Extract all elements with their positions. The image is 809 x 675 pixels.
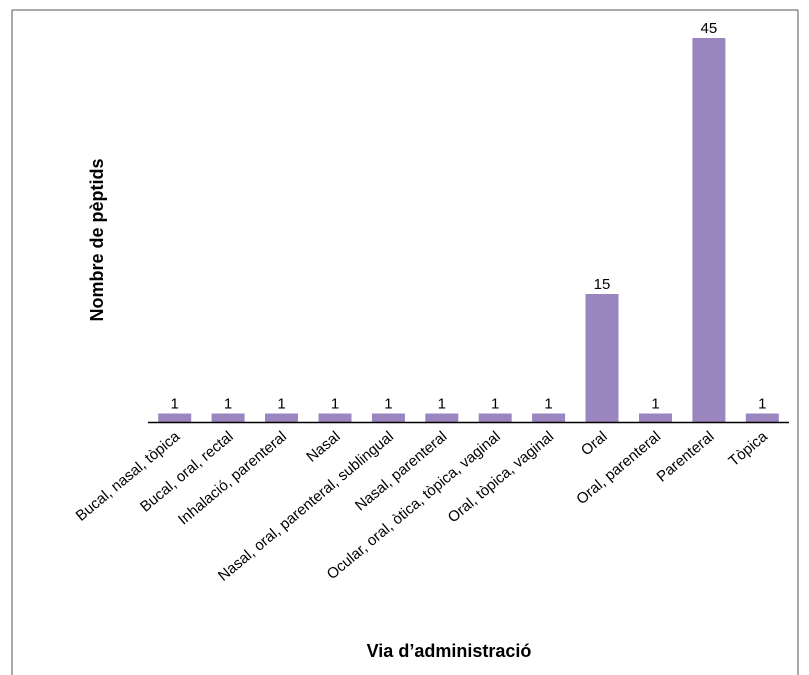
bar <box>639 413 672 422</box>
data-label: 1 <box>758 396 766 413</box>
data-label: 1 <box>651 396 659 413</box>
bar <box>211 413 245 422</box>
bar <box>532 413 566 422</box>
x-axis-title: Via d’administració <box>367 641 532 661</box>
data-label: 1 <box>491 396 499 413</box>
x-tick-label: Oral <box>578 428 611 459</box>
x-tick-label: Nasal, parenteral <box>352 428 450 514</box>
data-label: 1 <box>277 396 285 413</box>
data-label: 1 <box>224 396 232 413</box>
bar <box>318 413 352 422</box>
x-tick-label: Bucal, oral, rectal <box>137 428 237 516</box>
bar <box>745 413 779 422</box>
x-tick-label: Tòpica <box>725 428 771 470</box>
data-label: 1 <box>544 396 552 413</box>
x-tick-label: Nasal <box>303 428 343 466</box>
data-label: 1 <box>438 396 446 413</box>
bar <box>585 294 619 422</box>
data-label: 15 <box>594 276 611 293</box>
x-tick-label: Parenteral <box>654 428 718 486</box>
y-axis-title: Nombre de pèptids <box>87 158 107 321</box>
data-label: 1 <box>331 396 339 413</box>
bar <box>425 413 459 422</box>
data-label: 1 <box>171 396 179 413</box>
bar <box>371 413 405 422</box>
bar <box>478 413 512 422</box>
bar <box>265 413 298 422</box>
data-label: 45 <box>701 20 718 37</box>
bar <box>158 413 192 422</box>
bar <box>692 38 726 422</box>
data-label: 1 <box>384 396 392 413</box>
